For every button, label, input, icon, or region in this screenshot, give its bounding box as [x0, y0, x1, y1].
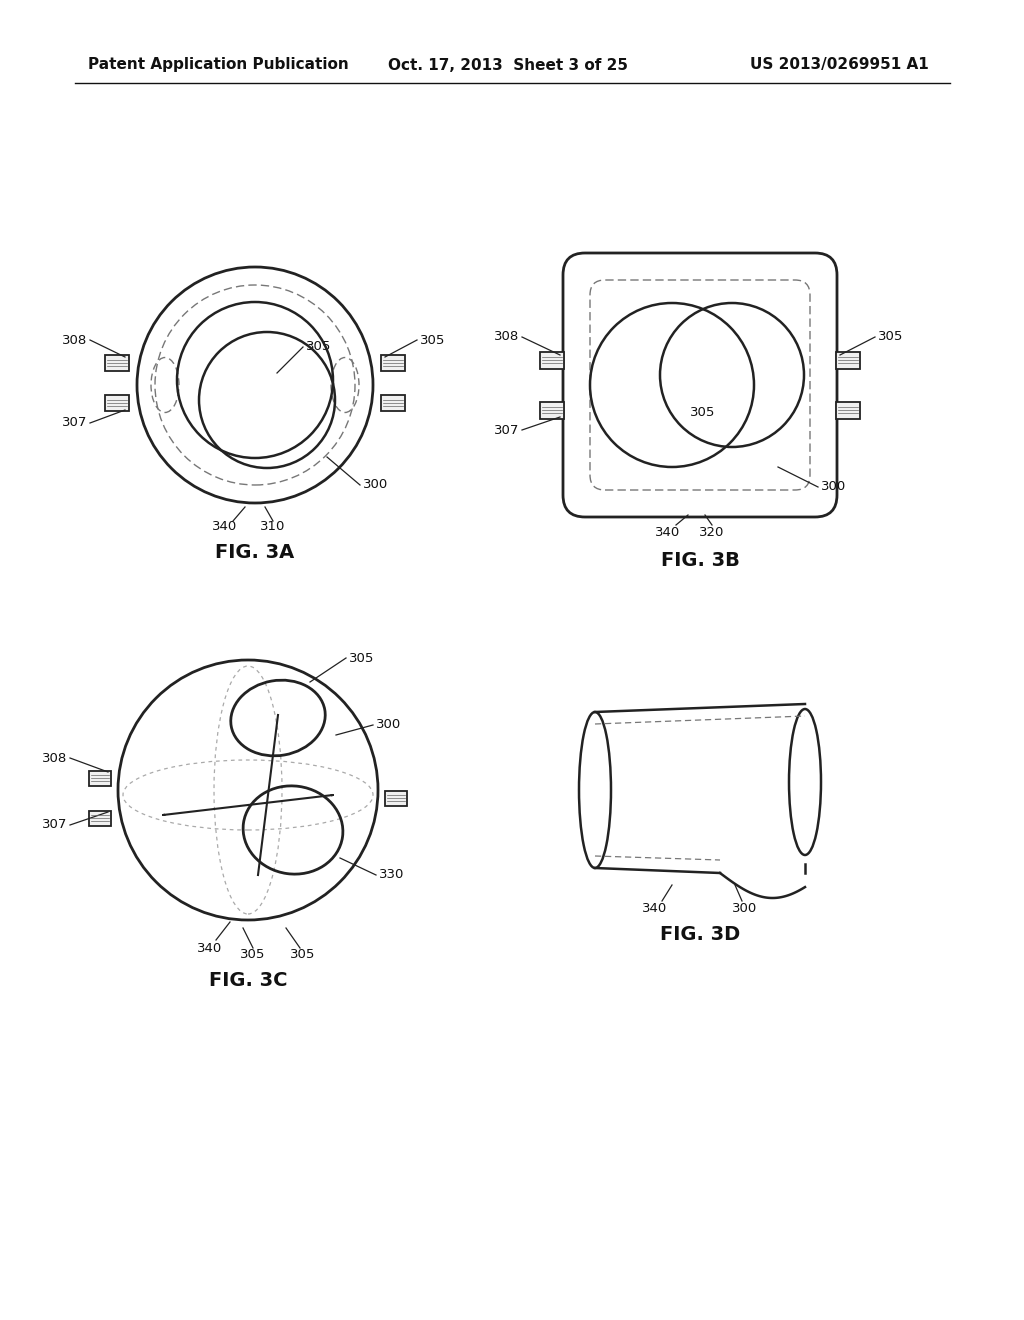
Bar	[836, 351, 860, 368]
Text: 305: 305	[690, 407, 716, 420]
Text: Oct. 17, 2013  Sheet 3 of 25: Oct. 17, 2013 Sheet 3 of 25	[388, 58, 628, 73]
Text: 340: 340	[642, 902, 668, 915]
Text: 305: 305	[241, 949, 265, 961]
Bar	[89, 771, 111, 785]
Text: 308: 308	[42, 751, 67, 764]
Bar	[836, 401, 860, 418]
Text: FIG. 3A: FIG. 3A	[215, 544, 295, 562]
Text: 300: 300	[732, 902, 758, 915]
Text: Patent Application Publication: Patent Application Publication	[88, 58, 349, 73]
Text: 305: 305	[878, 330, 903, 343]
Text: 308: 308	[494, 330, 519, 343]
Bar	[385, 791, 407, 805]
Text: 330: 330	[379, 869, 404, 882]
Text: 300: 300	[362, 479, 388, 491]
Text: 340: 340	[198, 941, 222, 954]
Text: 308: 308	[61, 334, 87, 346]
Bar	[381, 355, 406, 371]
Text: 307: 307	[42, 818, 67, 832]
Text: 307: 307	[61, 417, 87, 429]
Text: 305: 305	[349, 652, 375, 664]
Text: 305: 305	[306, 341, 332, 354]
Text: 320: 320	[699, 527, 725, 540]
Text: 340: 340	[212, 520, 238, 533]
Text: FIG. 3B: FIG. 3B	[660, 550, 739, 569]
Bar	[105, 395, 129, 411]
Bar	[540, 401, 564, 418]
Text: 300: 300	[376, 718, 401, 731]
Bar	[89, 810, 111, 825]
Text: 305: 305	[420, 334, 445, 346]
Bar	[540, 351, 564, 368]
Text: US 2013/0269951 A1: US 2013/0269951 A1	[750, 58, 929, 73]
Text: 307: 307	[494, 424, 519, 437]
Text: 305: 305	[291, 949, 315, 961]
Text: FIG. 3D: FIG. 3D	[659, 925, 740, 945]
Text: 300: 300	[821, 480, 846, 494]
Bar	[105, 355, 129, 371]
Text: FIG. 3C: FIG. 3C	[209, 970, 288, 990]
Text: 340: 340	[655, 527, 681, 540]
Bar	[381, 395, 406, 411]
Text: 310: 310	[260, 520, 286, 533]
